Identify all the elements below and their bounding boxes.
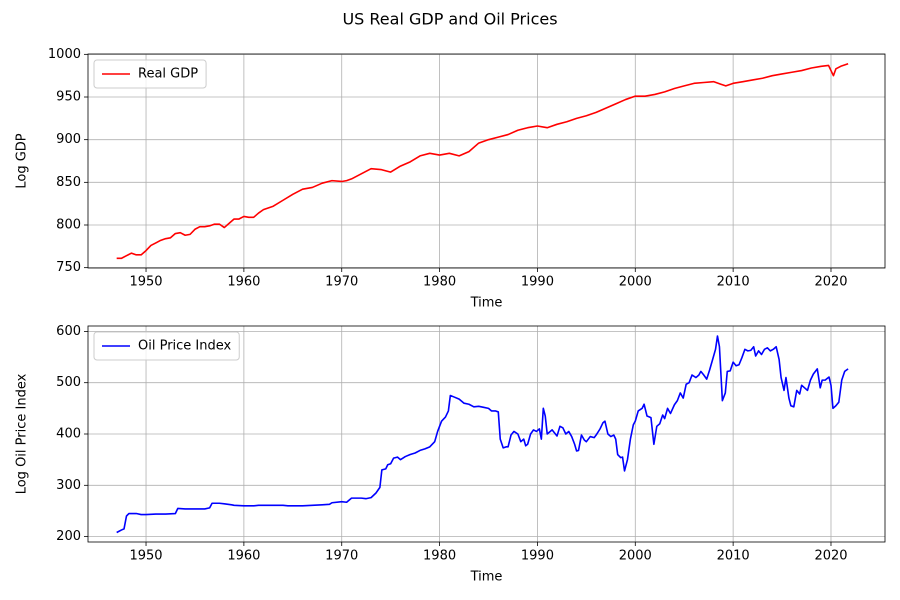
x-tick-label: 1950 xyxy=(129,275,162,290)
x-tick-label: 1960 xyxy=(227,275,260,290)
y-axis-label: Log GDP xyxy=(15,133,30,188)
x-tick-label: 2010 xyxy=(717,549,750,564)
y-tick-label: 950 xyxy=(56,90,81,105)
axes: 1950 1960 1970 1980 1990 2000 2010 2020 750 800 85… xyxy=(15,47,886,311)
axes: 1950 1960 1970 1980 1990 2000 2010 2020 200 300 40… xyxy=(15,324,886,585)
legend-frame xyxy=(93,59,207,89)
plot-area xyxy=(116,62,849,260)
x-tick-label: 1990 xyxy=(521,549,554,564)
data-line xyxy=(116,335,849,534)
plot-area xyxy=(116,335,849,534)
legend: Oil Price Index xyxy=(93,331,240,361)
x-tick-label: 1990 xyxy=(521,275,554,290)
x-axis-label: Time xyxy=(470,570,503,585)
x-tick-label: 2010 xyxy=(717,275,750,290)
data-line xyxy=(116,62,849,260)
y-tick-label: 850 xyxy=(56,175,81,190)
x-tick-label: 1980 xyxy=(423,549,456,564)
y-tick-label: 1000 xyxy=(48,47,81,62)
y-tick-label: 800 xyxy=(56,217,81,232)
x-tick-label: 1950 xyxy=(129,549,162,564)
legend: Real GDP xyxy=(93,59,207,89)
x-tick-label: 2000 xyxy=(619,549,652,564)
y-tick-label: 750 xyxy=(56,260,81,275)
y-tick-label: 900 xyxy=(56,132,81,147)
x-tick-label: 2000 xyxy=(619,275,652,290)
x-tick-label: 1960 xyxy=(227,549,260,564)
legend-label: Real GDP xyxy=(138,67,198,82)
figure-title: US Real GDP and Oil Prices xyxy=(342,10,557,29)
y-tick-label: 400 xyxy=(56,427,81,442)
legend-frame xyxy=(93,331,240,361)
x-tick-label: 2020 xyxy=(814,275,847,290)
x-tick-label: 1970 xyxy=(325,275,358,290)
x-axis-label: Time xyxy=(470,296,503,311)
y-tick-label: 200 xyxy=(56,529,81,544)
axes-frame xyxy=(87,53,886,269)
x-tick-label: 2020 xyxy=(814,549,847,564)
axes-frame xyxy=(87,325,886,543)
y-tick-label: 600 xyxy=(56,324,81,339)
x-tick-label: 1970 xyxy=(325,549,358,564)
x-tick-label: 1980 xyxy=(423,275,456,290)
y-tick-label: 500 xyxy=(56,375,81,390)
y-axis-label: Log Oil Price Index xyxy=(15,373,30,494)
legend-label: Oil Price Index xyxy=(138,339,232,354)
y-tick-label: 300 xyxy=(56,478,81,493)
